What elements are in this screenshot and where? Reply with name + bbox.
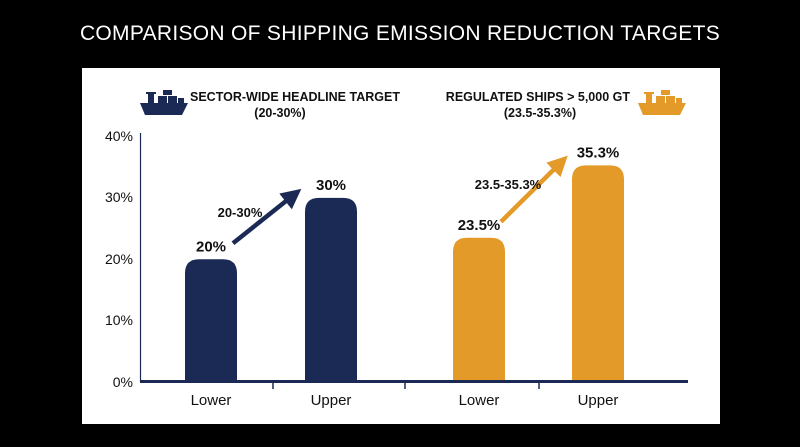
data-label: 35.3% xyxy=(577,144,620,161)
range-label-sector-wide: 20-30% xyxy=(218,205,263,220)
y-tick-label: 10% xyxy=(105,312,133,328)
x-tick-label: Upper xyxy=(578,392,619,409)
range-label-regulated: 23.5-35.3% xyxy=(475,177,542,192)
y-axis: 0% 10% 20% 30% 40% xyxy=(105,128,133,390)
y-tick-label: 30% xyxy=(105,189,133,205)
bar-regulated-upper xyxy=(572,165,624,382)
bar-regulated-lower xyxy=(453,237,505,382)
data-label: 20% xyxy=(196,238,226,255)
data-labels: 20% 30% 23.5% 35.3% xyxy=(196,144,619,255)
legend-label-sector-wide: SECTOR-WIDE HEADLINE TARGET xyxy=(190,90,400,104)
y-tick-label: 0% xyxy=(113,374,133,390)
bars xyxy=(185,165,624,382)
legend-regulated-ships: REGULATED SHIPS > 5,000 GT (23.5-35.3%) xyxy=(446,90,686,120)
x-tick-label: Lower xyxy=(191,392,232,409)
y-tick-label: 20% xyxy=(105,251,133,267)
bar-sector-wide-upper xyxy=(305,197,357,382)
range-arrow-regulated xyxy=(499,155,568,224)
legend-range-sector-wide: (20-30%) xyxy=(254,106,305,120)
legend-sector-wide: SECTOR-WIDE HEADLINE TARGET (20-30%) xyxy=(140,90,400,120)
y-tick-label: 40% xyxy=(105,128,133,144)
data-label: 30% xyxy=(316,177,346,194)
x-tick-label: Upper xyxy=(311,392,352,409)
legend-range-regulated-ships: (23.5-35.3%) xyxy=(504,106,576,120)
x-tick-label: Lower xyxy=(459,392,500,409)
bar-sector-wide-lower xyxy=(185,259,237,382)
page-title: COMPARISON OF SHIPPING EMISSION REDUCTIO… xyxy=(79,22,721,45)
cargo-ship-icon xyxy=(140,90,188,115)
legend-label-regulated-ships: REGULATED SHIPS > 5,000 GT xyxy=(446,90,631,104)
range-arrow-sector-wide xyxy=(231,188,302,246)
data-label: 23.5% xyxy=(458,217,501,234)
cargo-ship-icon xyxy=(638,90,686,115)
x-axis-labels: Lower Upper Lower Upper xyxy=(191,392,619,409)
